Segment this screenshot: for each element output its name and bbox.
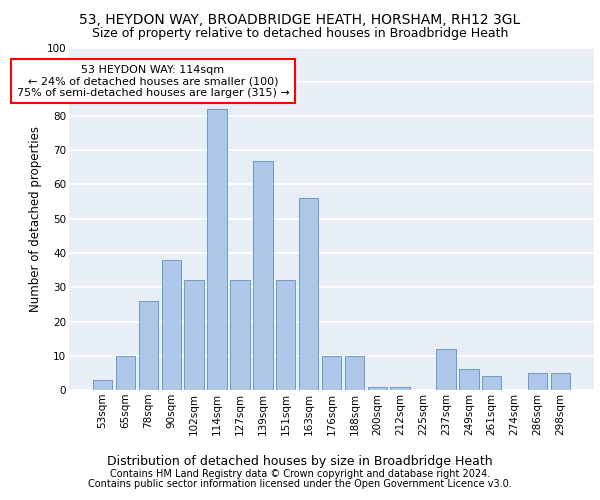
- Bar: [208, 109, 227, 390]
- Text: Contains public sector information licensed under the Open Government Licence v3: Contains public sector information licen…: [88, 479, 512, 489]
- Bar: [528, 373, 547, 390]
- Text: 53, HEYDON WAY, BROADBRIDGE HEATH, HORSHAM, RH12 3GL: 53, HEYDON WAY, BROADBRIDGE HEATH, HORSH…: [79, 12, 521, 26]
- Bar: [368, 386, 387, 390]
- Bar: [139, 301, 158, 390]
- Bar: [551, 373, 570, 390]
- Text: Size of property relative to detached houses in Broadbridge Heath: Size of property relative to detached ho…: [92, 28, 508, 40]
- Bar: [253, 160, 272, 390]
- Bar: [184, 280, 204, 390]
- Bar: [116, 356, 135, 390]
- Bar: [391, 386, 410, 390]
- Text: 53 HEYDON WAY: 114sqm
← 24% of detached houses are smaller (100)
75% of semi-det: 53 HEYDON WAY: 114sqm ← 24% of detached …: [17, 64, 289, 98]
- Bar: [344, 356, 364, 390]
- Bar: [436, 349, 455, 390]
- Y-axis label: Number of detached properties: Number of detached properties: [29, 126, 43, 312]
- Bar: [93, 380, 112, 390]
- Bar: [459, 370, 479, 390]
- Bar: [299, 198, 319, 390]
- Text: Distribution of detached houses by size in Broadbridge Heath: Distribution of detached houses by size …: [107, 454, 493, 468]
- Bar: [276, 280, 295, 390]
- Bar: [161, 260, 181, 390]
- Bar: [482, 376, 502, 390]
- Bar: [322, 356, 341, 390]
- Bar: [230, 280, 250, 390]
- Text: Contains HM Land Registry data © Crown copyright and database right 2024.: Contains HM Land Registry data © Crown c…: [110, 469, 490, 479]
